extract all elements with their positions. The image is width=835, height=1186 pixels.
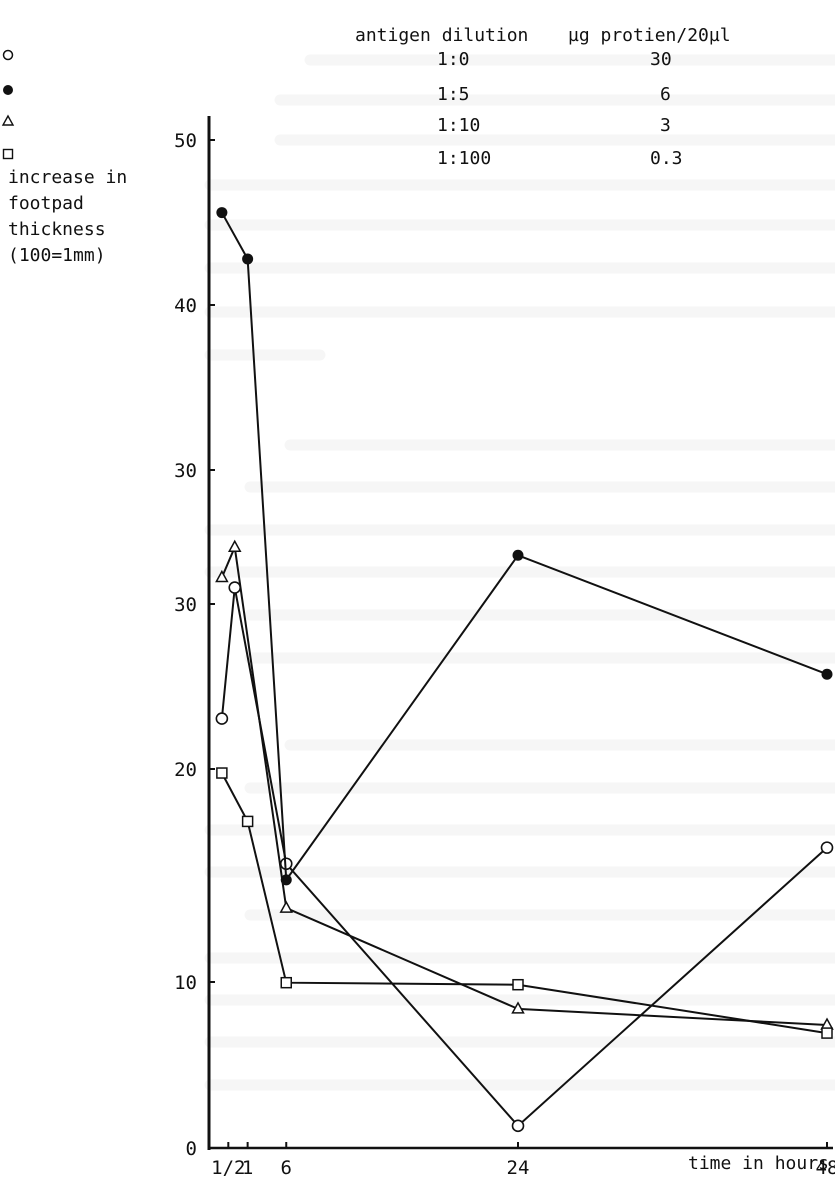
legend-protein: 6 [660,84,671,105]
data-point-filled-circle [512,549,524,561]
legend-protein: 3 [660,115,671,136]
y-tick-label: 10 [174,972,197,994]
legend-dilution: 1:5 [437,84,470,105]
data-point-open-triangle [511,1001,525,1014]
y-tick-label: 20 [174,759,197,781]
data-point-open-circle [215,712,229,725]
y-tick-label: 40 [174,295,197,317]
legend-header-dilution: antigen dilution [355,25,529,46]
legend-dilution: 1:0 [437,49,470,70]
data-point-filled-circle [216,207,228,219]
data-point-open-circle [228,581,242,594]
data-point-open-square [821,1027,833,1039]
legend-entry: 1:5 6 [0,82,835,108]
data-point-open-square [241,815,254,828]
filled-circle-marker-icon [3,85,13,95]
y-axis-title-line: thickness [8,219,106,240]
data-point-open-square [216,767,228,779]
data-point-open-circle [820,841,834,854]
data-point-open-triangle [215,569,229,583]
y-tick-label: 50 [174,130,197,152]
legend-entry: 1:10 3 [0,113,835,139]
y-axis-title-line: increase in [8,167,128,188]
data-point-filled-circle [821,668,833,680]
legend-header-protein: µg protien/20µl [568,25,731,46]
y-tick-label: 30 [174,594,197,616]
y-axis-title: increase in footpad thickness (100=1mm) [8,165,158,269]
x-tick-label: 48 [816,1157,835,1179]
legend-protein: 30 [650,49,672,70]
y-axis-title-line: footpad [8,193,84,214]
open-triangle-marker-icon [1,114,15,126]
legend-entry: 1:100 0.3 [0,146,835,172]
data-point-filled-circle [242,253,254,265]
x-tick-label: 1 [242,1157,253,1179]
data-point-open-triangle [227,539,242,552]
x-tick-label: 1/2 [211,1157,245,1179]
series-line-1-0 [220,587,828,1128]
legend-dilution: 1:100 [437,148,492,169]
data-point-open-triangle [279,900,294,913]
x-tick-label: 24 [507,1157,530,1179]
open-circle-marker-icon [2,49,14,61]
series-line-1-10 [220,543,828,1027]
legend-dilution: 1:10 [437,115,481,136]
open-square-marker-icon [2,148,14,160]
legend-entry: 1:0 30 [0,47,835,73]
x-tick-label: 6 [281,1157,292,1179]
legend-protein: 0.3 [650,148,683,169]
y-tick-label: 0 [186,1138,197,1160]
data-point-open-circle [511,1119,525,1133]
y-tick-label: 30 [174,460,197,482]
data-point-open-square [512,978,524,991]
series-line-1-5 [221,212,828,883]
x-axis-title: time in hours [688,1153,829,1174]
y-axis-title-line: (100=1mm) [8,245,106,266]
series-line-1-100 [220,772,828,1035]
data-point-open-square [280,976,292,989]
